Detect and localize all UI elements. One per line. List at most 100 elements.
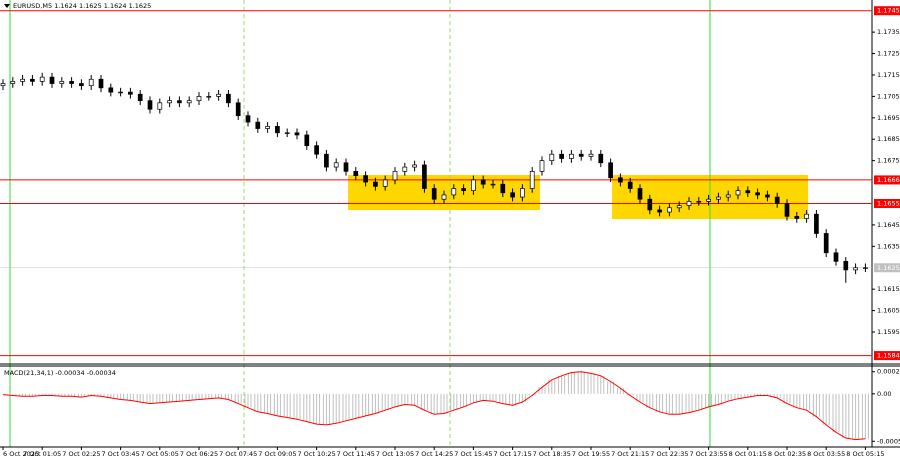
macd-bar bbox=[156, 393, 158, 403]
x-tick-label: 7 Oct 11:45 bbox=[337, 450, 375, 458]
candle-body bbox=[275, 126, 280, 134]
candle-body bbox=[10, 81, 16, 84]
candle-body bbox=[549, 153, 555, 162]
macd-bar bbox=[662, 393, 664, 412]
candle-body bbox=[490, 183, 496, 186]
macd-bar bbox=[815, 393, 817, 417]
macd-bar bbox=[786, 393, 788, 404]
candle-body bbox=[784, 203, 790, 217]
macd-bar bbox=[391, 393, 393, 407]
y-tick-label: 1.1705 bbox=[877, 92, 900, 100]
macd-bar bbox=[129, 393, 131, 401]
macd-bar bbox=[737, 393, 739, 399]
macd-bar bbox=[626, 393, 628, 396]
macd-bar bbox=[616, 388, 618, 394]
macd-bar bbox=[5, 393, 7, 395]
macd-bar bbox=[649, 393, 651, 408]
macd-bar bbox=[162, 393, 164, 403]
macd-bar bbox=[313, 393, 315, 425]
macd-bar bbox=[169, 393, 171, 402]
menu-icon[interactable] bbox=[4, 4, 10, 8]
macd-bar bbox=[668, 393, 670, 415]
price-level-box bbox=[874, 263, 900, 273]
x-tick-label: 7 Oct 21:15 bbox=[611, 450, 649, 458]
macd-bar bbox=[773, 393, 775, 398]
x-tick-label: 8 Oct 05:15 bbox=[846, 450, 884, 458]
candle-body bbox=[30, 78, 35, 82]
price-level-label: 1.1625 bbox=[877, 264, 900, 272]
macd-bar bbox=[362, 393, 364, 416]
macd-bar bbox=[632, 393, 634, 396]
macd-bar bbox=[766, 393, 768, 396]
macd-bar bbox=[757, 393, 759, 396]
macd-bar bbox=[524, 393, 526, 402]
macd-bar bbox=[289, 393, 291, 418]
macd-bar bbox=[309, 393, 311, 422]
x-tick-label: 7 Oct 01:05 bbox=[23, 450, 61, 458]
macd-bar bbox=[567, 372, 569, 394]
macd-bar bbox=[328, 393, 330, 425]
candle-body bbox=[500, 183, 506, 194]
candle-body bbox=[774, 196, 780, 204]
macd-bar bbox=[495, 393, 497, 402]
macd-bar bbox=[475, 393, 477, 403]
x-tick-label: 7 Oct 05:05 bbox=[141, 450, 179, 458]
candle-body bbox=[108, 87, 114, 93]
y-tick-label: 0.00027 bbox=[877, 368, 900, 376]
y-tick-label: 1.1735 bbox=[877, 28, 900, 36]
macd-bar bbox=[296, 393, 298, 420]
macd-bar bbox=[221, 393, 223, 398]
candle-body bbox=[20, 78, 25, 82]
y-tick-label: 1.1725 bbox=[877, 50, 900, 58]
macd-bar bbox=[401, 393, 403, 405]
candle-body bbox=[353, 171, 359, 176]
macd-bar bbox=[100, 393, 102, 397]
macd-bar bbox=[41, 393, 43, 396]
x-tick-label: 8 Oct 01:15 bbox=[729, 450, 767, 458]
macd-bar bbox=[407, 393, 409, 405]
macd-bar bbox=[750, 393, 752, 398]
macd-bar bbox=[175, 393, 177, 402]
macd-bar bbox=[411, 393, 413, 406]
macd-bar bbox=[404, 393, 406, 405]
candle-body bbox=[539, 160, 545, 172]
signal-line bbox=[2, 371, 866, 441]
macd-bar bbox=[426, 393, 428, 411]
macd-bar bbox=[397, 393, 399, 407]
macd-bar bbox=[191, 393, 193, 401]
macd-bar bbox=[377, 393, 379, 414]
macd-bar bbox=[218, 393, 220, 398]
macd-bar bbox=[812, 393, 814, 417]
macd-bar bbox=[254, 393, 256, 412]
x-tick-label: 7 Oct 10:25 bbox=[297, 450, 335, 458]
macd-bar bbox=[279, 393, 281, 416]
macd-bar bbox=[185, 393, 187, 401]
macd-bar bbox=[793, 393, 795, 408]
candle-body bbox=[618, 177, 623, 183]
macd-bar bbox=[583, 371, 585, 394]
macd-bar bbox=[64, 393, 66, 397]
candle-body bbox=[226, 93, 231, 104]
macd-bar bbox=[551, 379, 553, 394]
macd-bar bbox=[113, 393, 115, 398]
macd-bar bbox=[28, 393, 30, 397]
candle-body bbox=[588, 153, 594, 157]
macd-bar bbox=[12, 393, 14, 396]
macd-bar bbox=[142, 393, 144, 402]
macd-bar bbox=[358, 393, 360, 419]
macd-bar bbox=[678, 393, 680, 415]
price-level-box bbox=[874, 6, 900, 16]
candle-body bbox=[657, 209, 662, 213]
macd-bar bbox=[656, 393, 658, 412]
candle-body bbox=[186, 100, 192, 104]
x-tick-label: 7 Oct 03:45 bbox=[101, 450, 139, 458]
macd-bar bbox=[2, 393, 4, 395]
candle-body bbox=[177, 100, 182, 104]
macd-bar bbox=[348, 393, 350, 421]
price-level-label: 1.1655 bbox=[877, 199, 900, 207]
macd-bar bbox=[573, 372, 575, 394]
macd-bar bbox=[335, 393, 337, 424]
macd-bar bbox=[132, 393, 134, 401]
macd-bar bbox=[152, 393, 154, 404]
macd-bar bbox=[593, 373, 595, 394]
